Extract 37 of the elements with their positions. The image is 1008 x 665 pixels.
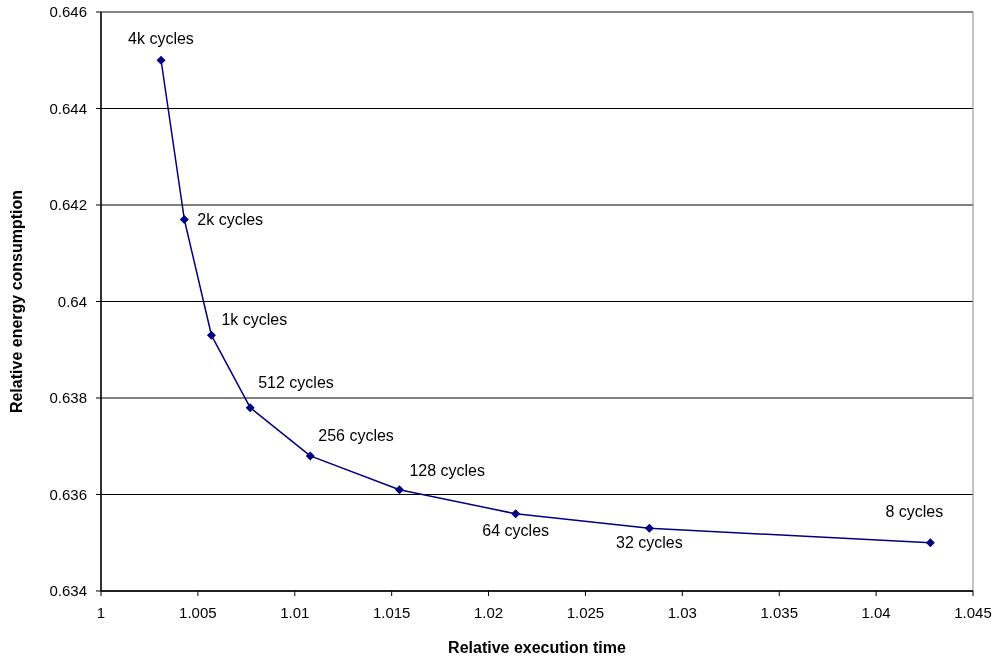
annotation: 128 cycles (409, 461, 486, 479)
y-tick-label: 0.646 (49, 3, 87, 20)
annotation: 64 cycles (482, 522, 550, 540)
x-tick-label: 1.035 (760, 604, 798, 621)
y-axis-title: Relative energy consumption (8, 189, 25, 414)
x-tick-label: 1.005 (179, 604, 217, 621)
point (179, 214, 189, 224)
y-tick-label: 0.644 (49, 99, 87, 117)
annotation: 512 cycles (258, 373, 334, 391)
x-tick-label: 1.03 (667, 604, 697, 621)
annotation: 32 cycles (616, 534, 683, 552)
point (156, 55, 166, 65)
annotation: 4k cycles (128, 30, 194, 48)
annotation: 1k cycles (221, 311, 288, 329)
annotation: 2k cycles (197, 210, 264, 228)
point (305, 451, 315, 461)
x-tick-label: 1 (96, 604, 106, 621)
x-tick-label: 1.025 (566, 604, 605, 621)
y-tick-label: 0.634 (49, 582, 87, 599)
y-tick-label: 0.64 (57, 292, 87, 310)
x-tick-label: 1.045 (954, 604, 992, 621)
x-tick-label: 1.01 (280, 604, 310, 621)
point (644, 523, 654, 533)
point (394, 485, 404, 495)
point (511, 509, 521, 519)
x-axis-title: Relative execution time (448, 639, 627, 656)
x-tick-label: 1.02 (473, 604, 504, 621)
point (245, 403, 255, 413)
x-tick-label: 1.04 (861, 604, 891, 621)
x-tick-label: 1.015 (372, 604, 411, 621)
y-tick-label: 0.642 (49, 196, 87, 213)
y-tick-label: 0.636 (49, 485, 87, 503)
annotation: 8 cycles (885, 502, 944, 520)
y-tick-label: 0.638 (49, 389, 87, 406)
point (206, 330, 216, 340)
annotation: 256 cycles (318, 427, 394, 445)
point (925, 538, 935, 548)
